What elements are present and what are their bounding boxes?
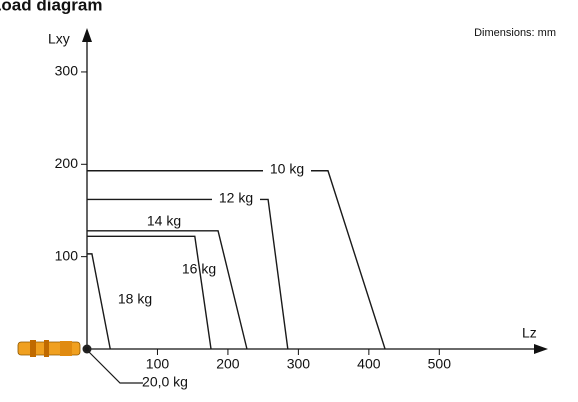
series-label: 16 kg (182, 261, 216, 277)
x-tick-label: 300 (287, 356, 311, 372)
x-axis-arrow (534, 344, 548, 354)
x-axis-label: Lz (522, 325, 537, 341)
series-label: 14 kg (147, 213, 181, 229)
series-label: 12 kg (219, 190, 253, 206)
x-tick-label: 200 (216, 356, 240, 372)
x-tick-label: 100 (146, 356, 170, 372)
series-label: 20,0 kg (142, 374, 188, 390)
robot-arm (17, 340, 81, 357)
x-tick-label: 400 (357, 356, 381, 372)
y-tick-label: 300 (55, 63, 79, 79)
y-tick-label: 100 (55, 247, 79, 263)
load-curve (87, 235, 212, 350)
label-bg (212, 190, 260, 208)
chart-title: Load diagram (0, 0, 102, 14)
annotation: Dimensions: mm (474, 27, 556, 39)
series-label: 10 kg (270, 161, 304, 177)
label-bg (263, 161, 311, 179)
y-tick-label: 200 (55, 155, 79, 171)
load-curve (87, 170, 386, 350)
y-axis-label: Lxy (48, 31, 70, 47)
series-label: 18 kg (118, 291, 152, 307)
load-point (85, 347, 89, 351)
load-curve (87, 253, 111, 350)
load-curve (87, 230, 248, 350)
load-curve (87, 198, 289, 350)
x-tick-label: 500 (428, 356, 452, 372)
leader-line (88, 351, 143, 384)
y-axis-arrow (82, 28, 92, 42)
